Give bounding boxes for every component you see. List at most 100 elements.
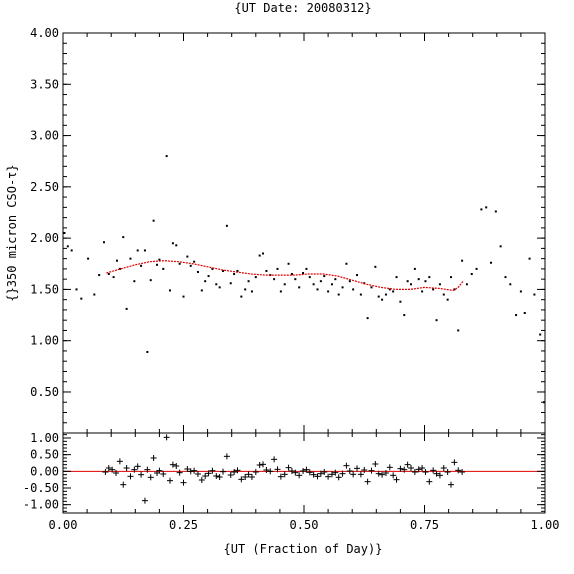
data-point [392, 290, 395, 293]
data-point [165, 155, 168, 158]
data-point [388, 288, 391, 291]
data-point [254, 276, 257, 279]
data-point [381, 298, 384, 301]
residual-point [357, 471, 364, 478]
data-point [366, 317, 369, 320]
residual-point [296, 472, 303, 479]
data-point [244, 288, 247, 291]
top-panel-frame [62, 32, 546, 434]
residual-point [401, 466, 408, 473]
residual-point [248, 474, 255, 480]
residual-point [127, 473, 134, 480]
residual-point [332, 469, 339, 476]
data-point [182, 295, 185, 298]
data-point [236, 269, 239, 272]
bottom-y-tick-label: 0.50 [30, 448, 59, 462]
top-y-tick-label: 0.50 [30, 385, 59, 399]
data-point [453, 288, 456, 291]
data-point [229, 282, 232, 285]
residual-point [267, 468, 274, 475]
residual-point [109, 466, 116, 473]
residual-point [198, 477, 205, 483]
data-point [421, 290, 424, 293]
data-point [490, 261, 493, 264]
top-y-tick-label: 1.00 [30, 334, 59, 348]
residual-point [216, 474, 223, 480]
residual-point [227, 472, 234, 478]
residual-point [256, 462, 263, 468]
residual-point [271, 456, 278, 463]
residual-point [390, 472, 397, 479]
data-point [356, 274, 359, 277]
data-point [125, 307, 128, 310]
x-tick-label: 0.50 [290, 518, 319, 532]
residual-point [426, 478, 433, 485]
residual-point [277, 473, 284, 480]
data-point [345, 262, 348, 265]
data-point [330, 283, 333, 286]
residual-point [169, 461, 176, 468]
data-point [200, 289, 203, 292]
top-y-ticks: 0.50 1.00 1.50 2.00 2.50 3.00 3.50 4.00 [30, 26, 545, 434]
residual-point [321, 469, 328, 475]
data-point [66, 245, 69, 248]
data-point [485, 206, 488, 209]
data-point [279, 290, 282, 293]
data-point [102, 241, 105, 244]
residual-point [134, 463, 141, 470]
residual-point [187, 468, 194, 475]
residual-point [105, 465, 112, 471]
data-point [75, 288, 78, 291]
data-point [528, 257, 531, 260]
residual-point [364, 478, 371, 485]
residual-point [209, 467, 216, 474]
data-point [435, 319, 438, 322]
top-y-tick-label: 4.00 [30, 26, 59, 40]
data-point [494, 210, 497, 213]
data-point [374, 265, 377, 268]
data-point [169, 289, 172, 292]
data-point [107, 273, 110, 276]
data-point [323, 275, 326, 278]
top-y-tick-label: 2.00 [30, 231, 59, 245]
residual-point [116, 458, 123, 465]
residual-point [191, 467, 198, 474]
x-tick-label: 0.00 [49, 518, 78, 532]
data-point [87, 257, 90, 260]
bottom-y-tick-label: -0.50 [23, 481, 59, 495]
residual-point [163, 434, 170, 441]
data-point [186, 255, 189, 258]
residual-point [408, 465, 415, 471]
data-point [305, 267, 308, 270]
residual-point [397, 465, 404, 472]
data-point [533, 293, 536, 296]
data-point [308, 276, 311, 279]
data-point [359, 293, 362, 296]
residual-point [131, 466, 138, 473]
residual-point [343, 462, 350, 469]
residual-point [325, 473, 332, 480]
data-point [211, 267, 214, 270]
residual-point [147, 474, 154, 481]
data-point [171, 242, 174, 245]
residual-point [354, 465, 361, 472]
residual-point [415, 466, 422, 473]
residual-point [167, 477, 174, 484]
data-point [175, 244, 178, 247]
residual-point [102, 469, 109, 475]
residual-point [328, 471, 335, 478]
x-tick-label: 0.75 [410, 518, 439, 532]
residual-point [455, 467, 462, 474]
data-point [133, 280, 136, 283]
data-point [155, 263, 158, 266]
data-point [240, 295, 243, 298]
data-point [480, 208, 483, 211]
data-point [519, 290, 522, 293]
bottom-x-ticks: 0.00 0.25 0.50 0.75 1.00 [49, 433, 559, 532]
data-point [215, 283, 218, 286]
residual-point [213, 473, 220, 479]
data-point [312, 283, 315, 286]
data-point [446, 298, 449, 301]
data-point [204, 280, 207, 283]
residual-point [335, 474, 342, 481]
